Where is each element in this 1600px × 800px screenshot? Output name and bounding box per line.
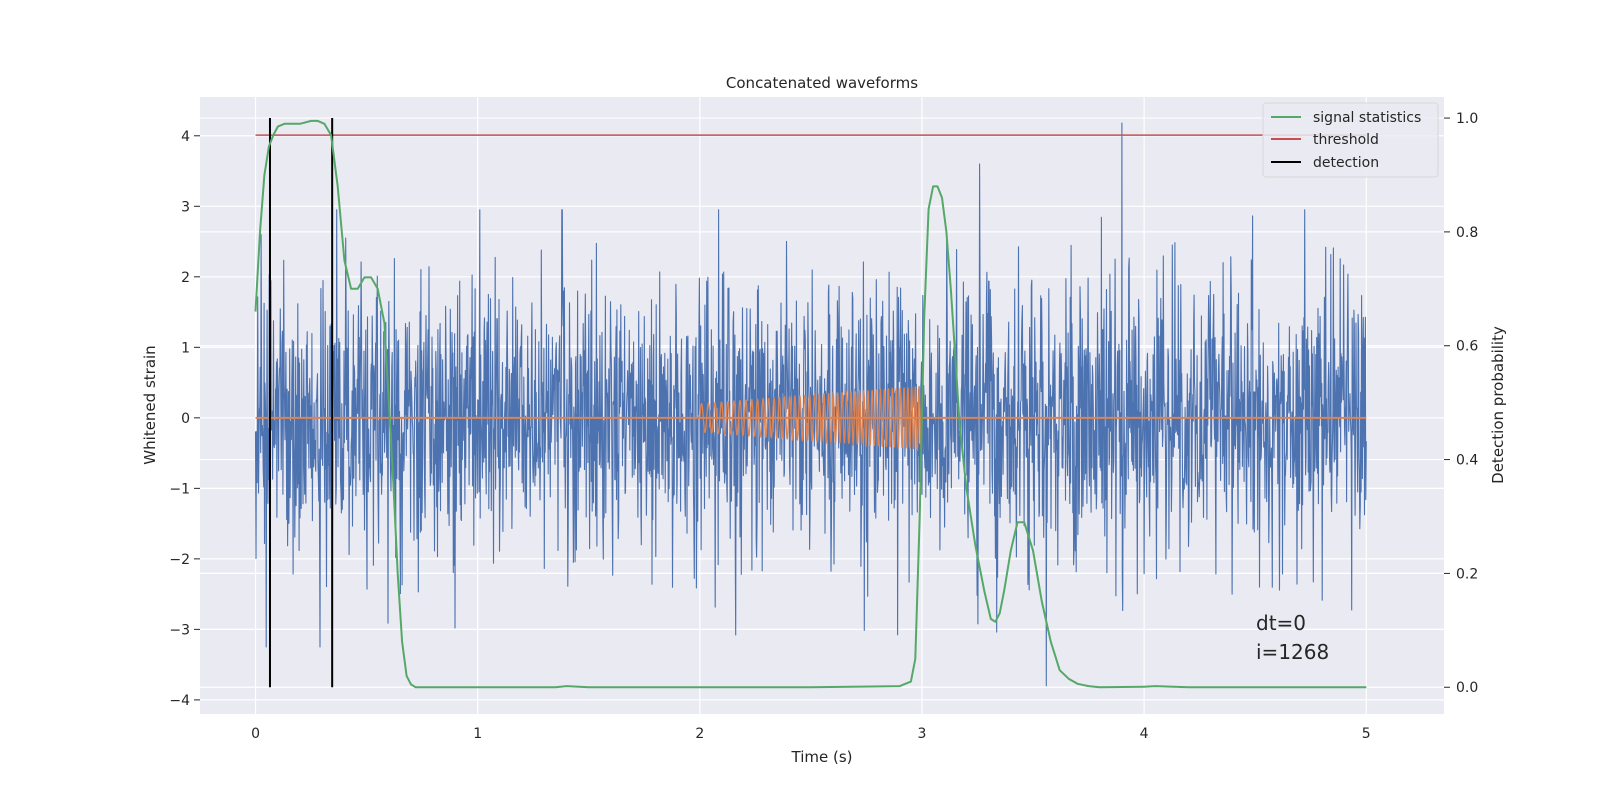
y-tick-label: 4 (181, 129, 190, 145)
signal-statistics-series (254, 119, 1367, 689)
y-tick-label: −4 (169, 693, 190, 709)
y-tick-label: 0 (181, 411, 190, 427)
ticks: 0 1 2 3 4 5 −4 −3 −2 −1 0 1 2 3 4 0.0 0.2 0.4 0.6 0.8 1.0 (169, 111, 1478, 742)
strain-series (254, 122, 1367, 687)
y2-tick-label: 0.4 (1456, 453, 1478, 469)
legend: signal statistics threshold detection (1262, 102, 1439, 178)
annotation-dt: dt=0 (1256, 611, 1306, 635)
series-layer (254, 118, 1367, 689)
y2-tick-label: 0.6 (1456, 339, 1478, 355)
x-tick-label: 2 (695, 726, 704, 742)
x-tick-label: 0 (251, 726, 260, 742)
annotation-index: i=1268 (1256, 640, 1329, 664)
legend-box (1262, 102, 1439, 178)
y-tick-label: 3 (181, 199, 190, 215)
y2-tick-label: 1.0 (1456, 111, 1478, 127)
y-axis-title: Whitened strain (141, 345, 159, 464)
x-axis-title: Time (s) (791, 748, 853, 766)
legend-label-signal: signal statistics (1313, 110, 1421, 126)
legend-label-threshold: threshold (1313, 132, 1379, 148)
y-tick-label: −2 (169, 552, 190, 568)
x-tick-label: 4 (1140, 726, 1149, 742)
template-chirp (699, 385, 923, 452)
y2-tick-label: 0.0 (1456, 680, 1478, 696)
x-tick-label: 1 (473, 726, 482, 742)
y-tick-label: −3 (169, 622, 190, 638)
chart-title: Concatenated waveforms (726, 74, 918, 92)
y2-tick-label: 0.2 (1456, 566, 1478, 582)
y2-tick-label: 0.8 (1456, 225, 1478, 241)
x-tick-label: 3 (918, 726, 927, 742)
y-tick-label: 2 (181, 270, 190, 286)
x-tick-label: 5 (1362, 726, 1371, 742)
annotation-block: dt=0 i=1268 (1256, 611, 1329, 664)
y-tick-label: −1 (169, 481, 190, 497)
y2-axis-title: Detection probability (1489, 326, 1507, 484)
legend-label-detection: detection (1313, 155, 1379, 171)
y-tick-label: 1 (181, 340, 190, 356)
